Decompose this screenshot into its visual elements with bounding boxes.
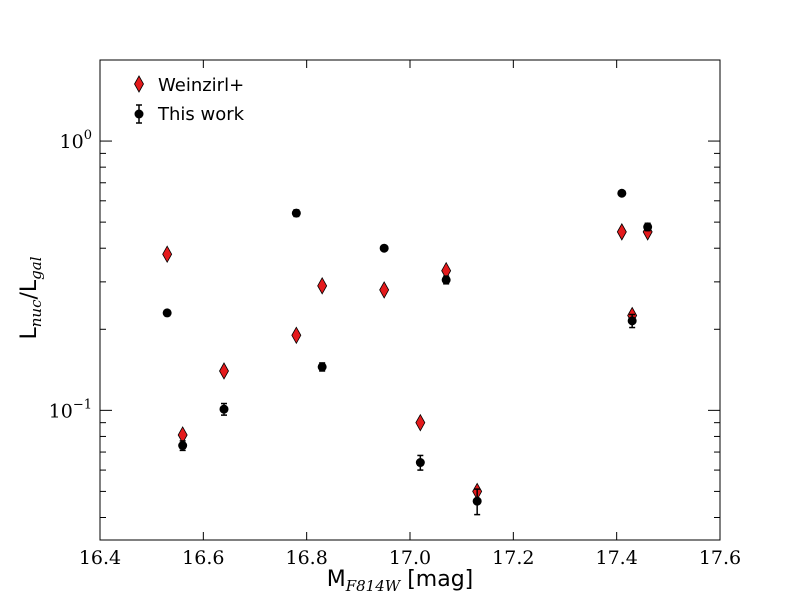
point-weinzirl bbox=[379, 281, 390, 299]
legend-marker-this-work bbox=[134, 109, 144, 119]
x-tick-label: 17.6 bbox=[699, 547, 741, 569]
legend-label-weinzirl: Weinzirl+ bbox=[158, 75, 244, 96]
y-axis-label: Lnuc/Lgal bbox=[17, 256, 45, 339]
point-this-work bbox=[178, 441, 188, 451]
x-tick-label: 17.2 bbox=[492, 547, 534, 569]
point-weinzirl bbox=[415, 413, 426, 432]
x-axis-label-sub: F814W bbox=[345, 577, 402, 595]
y-axis-label-mid: /L bbox=[17, 279, 42, 299]
y-axis-label-sub2: gal bbox=[27, 256, 45, 280]
point-weinzirl bbox=[219, 362, 229, 380]
plot-frame bbox=[99, 59, 721, 541]
point-weinzirl bbox=[616, 223, 627, 241]
x-axis-label-suffix: [mag] bbox=[400, 567, 473, 592]
x-tick-label: 16.8 bbox=[286, 547, 328, 569]
legend-marker-weinzirl bbox=[134, 75, 144, 93]
point-this-work bbox=[162, 308, 172, 318]
y-axis-label-sub1: nuc bbox=[27, 299, 45, 327]
point-this-work bbox=[379, 243, 389, 253]
point-this-work bbox=[472, 496, 482, 506]
legend-label-this-work: This work bbox=[157, 104, 245, 125]
y-tick-label: 100 bbox=[60, 128, 92, 153]
point-weinzirl bbox=[162, 245, 173, 264]
y-tick-label: 10−1 bbox=[49, 397, 92, 422]
axis-ticks: 16.4 16.6 16.8 17.0 17.2 17.4 17.6 100 10−1 bbox=[49, 59, 741, 569]
point-this-work bbox=[441, 275, 451, 285]
y-axis-label-main: L bbox=[17, 327, 42, 340]
point-this-work bbox=[317, 362, 327, 372]
x-axis-label: MF814W [mag] bbox=[327, 567, 474, 595]
point-this-work bbox=[643, 222, 653, 232]
x-tick-label: 17.0 bbox=[389, 547, 431, 569]
point-weinzirl bbox=[317, 277, 328, 295]
point-this-work bbox=[627, 316, 637, 326]
x-axis-label-main: M bbox=[327, 567, 346, 592]
point-this-work bbox=[617, 188, 627, 198]
point-this-work bbox=[291, 208, 301, 218]
point-weinzirl bbox=[291, 326, 302, 345]
x-tick-label: 16.6 bbox=[182, 547, 224, 569]
x-tick-label: 16.4 bbox=[79, 547, 121, 569]
legend: Weinzirl+ This work bbox=[134, 75, 245, 125]
data-points bbox=[162, 188, 653, 516]
point-this-work bbox=[415, 458, 425, 468]
x-tick-label: 17.4 bbox=[596, 547, 638, 569]
point-this-work bbox=[219, 404, 229, 414]
